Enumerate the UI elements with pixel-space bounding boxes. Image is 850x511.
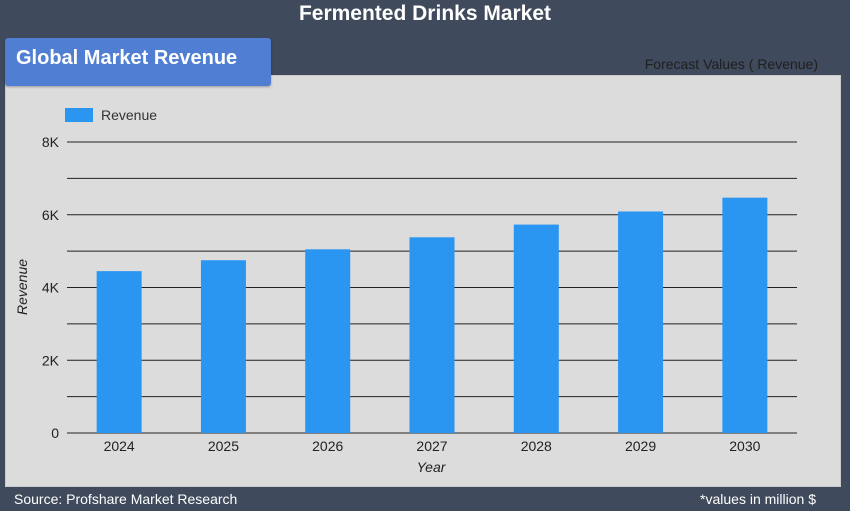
bars — [96, 197, 768, 433]
x-tick-label: 2030 — [729, 438, 760, 454]
y-tick-label: 0 — [51, 425, 59, 441]
legend-swatch — [65, 108, 93, 122]
bar-2024 — [96, 271, 142, 433]
legend-label: Revenue — [101, 107, 157, 123]
global-market-revenue-badge: Global Market Revenue — [5, 38, 271, 86]
revenue-bar-chart: 0 2K 4K 6K 8K 2024 2025 2026 2027 2028 2029 2030 R… — [14, 107, 797, 475]
bar-2026 — [305, 249, 351, 433]
y-tick-label: 4K — [42, 280, 60, 296]
source-note: Source: Profshare Market Research — [14, 491, 238, 507]
bar-2029 — [618, 211, 664, 433]
x-tick-label: 2029 — [625, 438, 656, 454]
x-tick-label: 2028 — [521, 438, 552, 454]
y-axis-label: Revenue — [14, 259, 30, 315]
x-axis-label: Year — [417, 459, 447, 475]
chart-panel: 0 2K 4K 6K 8K 2024 2025 2026 2027 2028 2029 2030 R… — [5, 75, 841, 487]
page-title: Fermented Drinks Market — [298, 2, 552, 25]
x-tick-label: 2026 — [312, 438, 343, 454]
x-tick-label: 2025 — [208, 438, 239, 454]
bar-2025 — [200, 260, 246, 433]
y-tick-label: 8K — [42, 134, 60, 150]
y-tick-label: 6K — [42, 207, 60, 223]
units-note: *values in million $ — [700, 491, 816, 507]
bar-2028 — [513, 224, 559, 433]
bar-2030 — [722, 197, 768, 433]
forecast-note: Forecast Values ( Revenue) — [644, 56, 818, 72]
bar-2027 — [409, 237, 455, 433]
legend: Revenue — [65, 107, 157, 123]
x-tick-label: 2027 — [416, 438, 447, 454]
x-tick-labels: 2024 2025 2026 2027 2028 2029 2030 — [104, 438, 761, 454]
y-tick-label: 2K — [42, 352, 60, 368]
x-tick-label: 2024 — [104, 438, 135, 454]
y-tick-labels: 0 2K 4K 6K 8K — [42, 134, 60, 441]
